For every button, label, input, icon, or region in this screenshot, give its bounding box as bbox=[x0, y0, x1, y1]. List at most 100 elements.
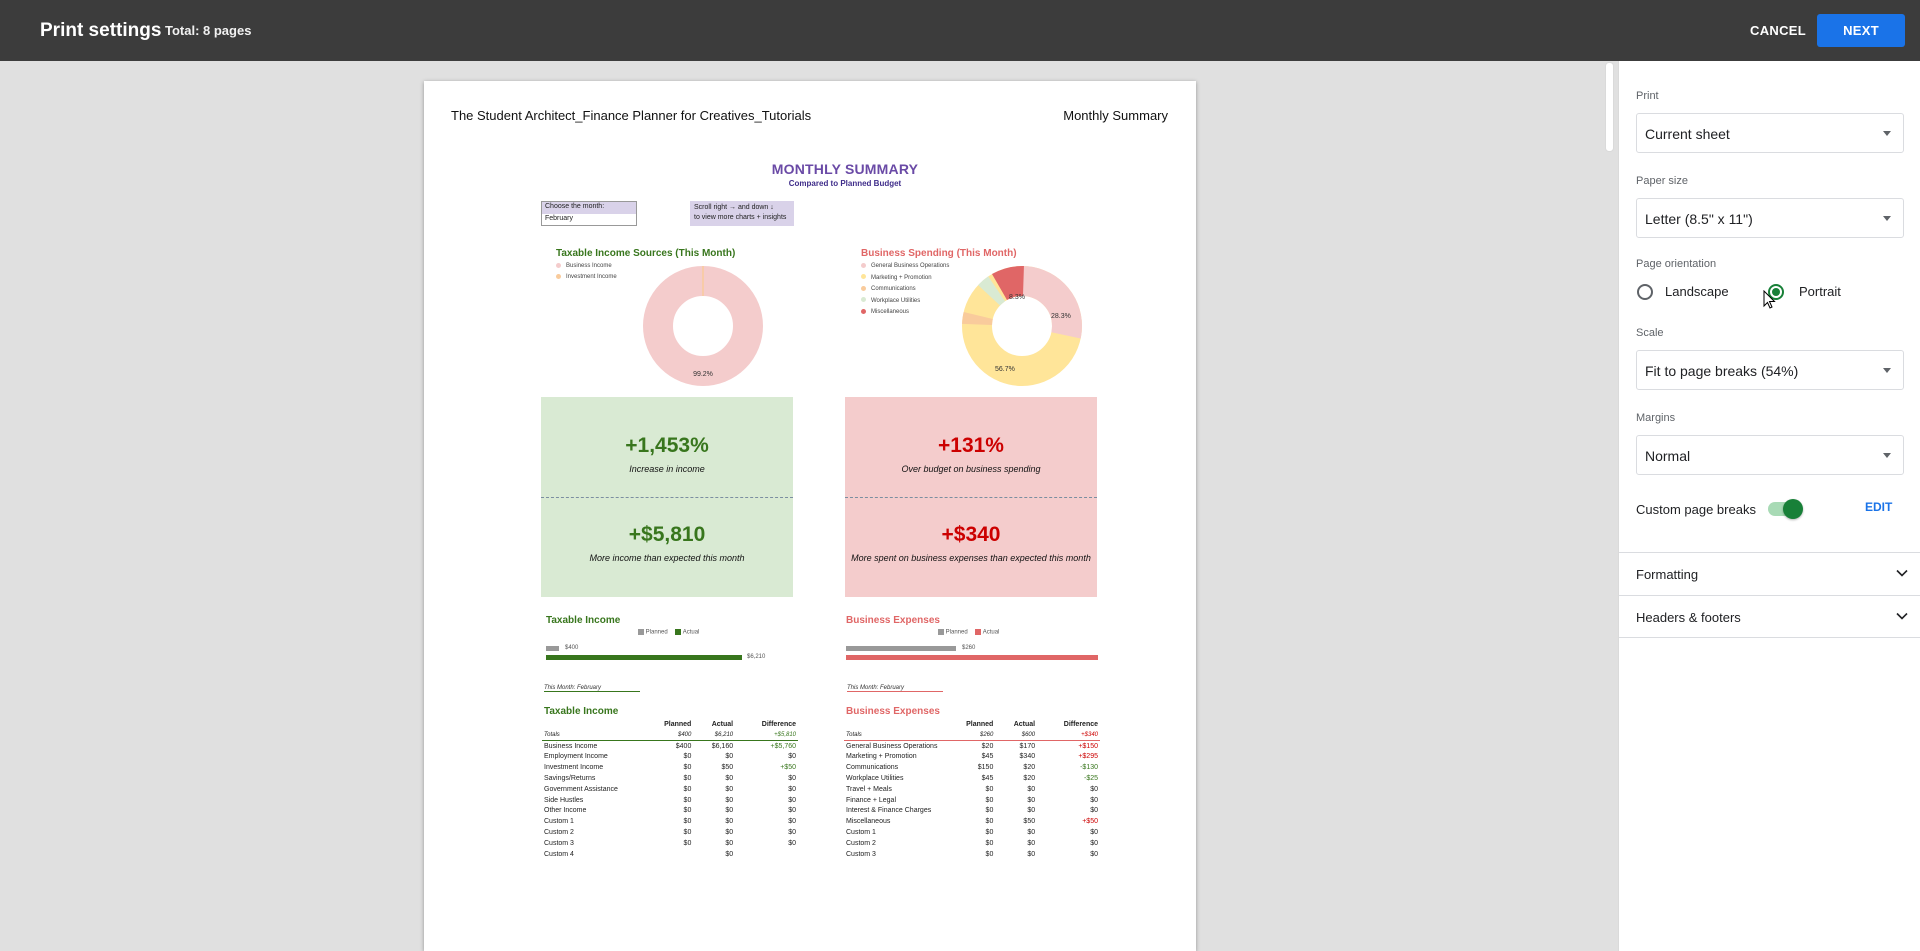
table-cell: $0 bbox=[985, 850, 994, 858]
toggle-knob[interactable] bbox=[1783, 499, 1803, 519]
print-select[interactable]: Current sheet bbox=[1636, 113, 1904, 153]
margins-value: Normal bbox=[1645, 448, 1691, 464]
legend-general-ops: General Business Operations bbox=[871, 263, 950, 269]
table-cell: $0 bbox=[725, 829, 734, 837]
margins-select[interactable]: Normal bbox=[1636, 435, 1904, 475]
table-cell: Workplace Utilities bbox=[846, 775, 904, 783]
table-cell: $400 bbox=[675, 742, 692, 750]
table-row: Savings/Returns $0 $0 $0 bbox=[542, 773, 798, 784]
paper-size-value: Letter (8.5" x 11") bbox=[1645, 211, 1753, 227]
chevron-down-icon bbox=[1896, 569, 1908, 577]
income-this-month: This Month: February bbox=[544, 685, 640, 692]
table-cell: Custom 2 bbox=[846, 839, 876, 847]
table-row: Miscellaneous $0 $50 +$50 bbox=[844, 816, 1100, 827]
expense-bars-legend: Planned Actual bbox=[938, 629, 999, 636]
table-cell: General Business Operations bbox=[846, 742, 938, 750]
cancel-button[interactable]: CANCEL bbox=[1750, 23, 1806, 38]
donut-slice-utilities bbox=[962, 266, 1082, 386]
table-cell: $260 bbox=[979, 732, 994, 739]
table-header-row: Planned Actual Difference bbox=[844, 719, 1100, 730]
edit-page-breaks-button[interactable]: EDIT bbox=[1865, 500, 1893, 514]
table-cell: $0 bbox=[1090, 796, 1098, 804]
table-row: Business Income $400 $6,160 +$5,760 bbox=[542, 741, 798, 752]
table-cell: $0 bbox=[788, 775, 796, 783]
margins-label: Margins bbox=[1636, 412, 1676, 424]
table-cell: Side Hustles bbox=[544, 796, 584, 804]
headers-footers-section[interactable]: Headers & footers bbox=[1619, 595, 1920, 638]
table-cell: $0 bbox=[1027, 807, 1036, 815]
table-cell: $0 bbox=[725, 796, 734, 804]
column-header: Actual bbox=[711, 721, 734, 728]
paper-size-select[interactable]: Letter (8.5" x 11") bbox=[1636, 198, 1904, 238]
totals-row: Totals $260 $600 +$340 bbox=[844, 730, 1100, 741]
expense-planned-value: $260 bbox=[962, 645, 976, 651]
table-row: Travel + Meals $0 $0 $0 bbox=[844, 784, 1100, 795]
print-label: Print bbox=[1636, 90, 1659, 102]
table-cell: +$150 bbox=[1078, 742, 1098, 750]
table-cell: $0 bbox=[683, 775, 692, 783]
custom-page-breaks-label: Custom page breaks bbox=[1636, 502, 1756, 517]
table-cell: $0 bbox=[788, 796, 796, 804]
table-cell: $0 bbox=[985, 796, 994, 804]
spending-chart-legend: General Business Operations Marketing + … bbox=[861, 261, 949, 319]
spending-donut-chart: 8.3% 28.3% 56.7% bbox=[962, 266, 1082, 386]
table-cell: Employment Income bbox=[544, 753, 608, 761]
landscape-label[interactable]: Landscape bbox=[1665, 284, 1729, 299]
column-header: Difference bbox=[761, 721, 796, 728]
table-cell: Business Income bbox=[544, 742, 598, 750]
table-row: Custom 1 $0 $0 $0 bbox=[542, 816, 798, 827]
table-cell: $0 bbox=[788, 753, 796, 761]
expense-table: Planned Actual Difference Totals $260 $600 +$… bbox=[844, 719, 1100, 860]
month-label: Choose the month: bbox=[542, 202, 636, 214]
preview-page: The Student Architect_Finance Planner fo… bbox=[424, 81, 1196, 951]
legend-swatch bbox=[938, 629, 944, 635]
table-cell: Travel + Meals bbox=[846, 785, 892, 793]
table-cell: $0 bbox=[1090, 785, 1098, 793]
table-cell: $0 bbox=[725, 775, 734, 783]
table-cell: Totals bbox=[544, 732, 560, 739]
income-chart-legend: Business Income Investment Income bbox=[556, 261, 617, 283]
table-cell: $0 bbox=[1090, 850, 1098, 858]
formatting-section[interactable]: Formatting bbox=[1619, 552, 1920, 595]
portrait-label[interactable]: Portrait bbox=[1799, 284, 1841, 299]
table-cell: $0 bbox=[1090, 829, 1098, 837]
table-cell: Finance + Legal bbox=[846, 796, 897, 804]
page-title: Print settings bbox=[40, 20, 162, 41]
expense-bars-title: Business Expenses bbox=[846, 615, 940, 626]
landscape-radio[interactable] bbox=[1637, 284, 1653, 300]
column-header: Actual bbox=[1013, 721, 1036, 728]
scale-select[interactable]: Fit to page breaks (54%) bbox=[1636, 350, 1904, 390]
table-cell: $170 bbox=[1019, 742, 1036, 750]
chevron-down-icon bbox=[1896, 612, 1908, 620]
next-button[interactable]: NEXT bbox=[1817, 14, 1905, 47]
spending-label-2: 28.3% bbox=[1051, 313, 1071, 320]
summary-sheet: MONTHLY SUMMARY Compared to Planned Budg… bbox=[582, 81, 1108, 951]
scroll-note-line1: Scroll right → and down ↓ bbox=[694, 204, 774, 211]
table-cell: $0 bbox=[725, 839, 734, 847]
table-row: Custom 3 $0 $0 $0 bbox=[542, 838, 798, 849]
expense-table-title: Business Expenses bbox=[846, 706, 940, 717]
table-cell: $0 bbox=[788, 829, 796, 837]
dropdown-arrow-icon bbox=[1883, 131, 1891, 136]
preview-scrollbar[interactable] bbox=[1605, 62, 1614, 152]
table-row: Side Hustles $0 $0 $0 bbox=[542, 795, 798, 806]
table-cell: $340 bbox=[1019, 753, 1036, 761]
table-cell: Custom 3 bbox=[846, 850, 876, 858]
legend-actual: Actual bbox=[682, 629, 700, 636]
formatting-label: Formatting bbox=[1636, 567, 1699, 582]
table-cell: Investment Income bbox=[544, 764, 604, 772]
column-header bbox=[844, 719, 944, 730]
legend-planned: Planned bbox=[945, 629, 968, 636]
table-cell: $0 bbox=[985, 829, 994, 837]
table-cell: Custom 3 bbox=[544, 839, 574, 847]
portrait-radio[interactable] bbox=[1768, 284, 1784, 300]
kpi-spending-percent-caption: Over budget on business spending bbox=[901, 464, 1041, 474]
table-row: Custom 3 $0 $0 $0 bbox=[844, 849, 1100, 860]
table-cell: Totals bbox=[846, 732, 862, 739]
income-actual-value: $6,210 bbox=[747, 654, 766, 660]
dropdown-arrow-icon bbox=[1883, 216, 1891, 221]
table-row: Finance + Legal $0 $0 $0 bbox=[844, 795, 1100, 806]
table-cell: Custom 4 bbox=[544, 850, 574, 858]
expense-actual-bar bbox=[846, 655, 1098, 660]
column-header: Planned bbox=[664, 721, 692, 728]
